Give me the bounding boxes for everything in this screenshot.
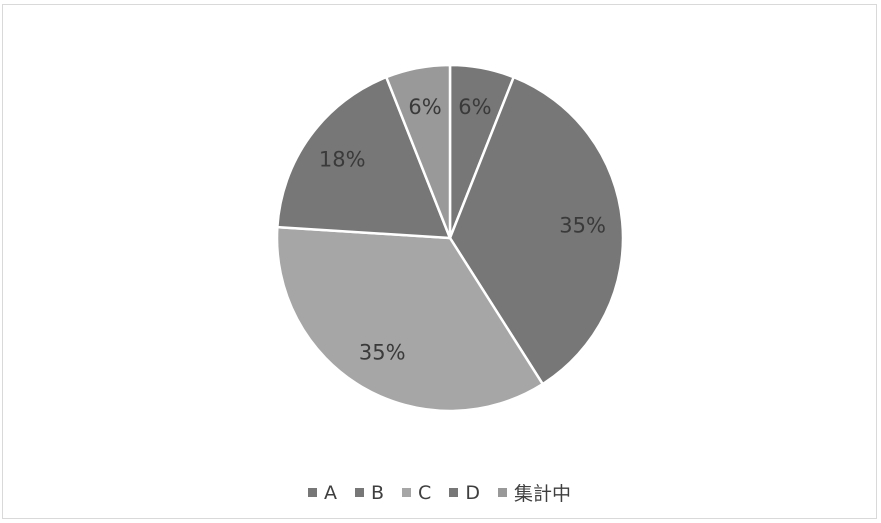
legend-swatch-a (308, 488, 317, 497)
legend-label-d: D (465, 481, 480, 504)
legend-item-b: B (355, 482, 384, 504)
legend: A B C D 集計中 (3, 479, 876, 506)
legend-swatch-pending (497, 488, 507, 497)
legend-label-b: B (371, 481, 385, 504)
legend-swatch-d (449, 488, 459, 497)
pie-chart: 6% 35% 35% 18% 6% (275, 63, 625, 413)
legend-item-a: A (308, 482, 337, 504)
legend-item-c: C (402, 482, 431, 504)
pie-slice-c (275, 225, 544, 413)
pie-slice-b (448, 75, 625, 386)
legend-swatch-b (355, 488, 364, 497)
data-label-pending: 6% (408, 95, 441, 119)
legend-label-pending: 集計中 (513, 483, 571, 505)
data-label-c: 35% (359, 341, 406, 365)
data-label-d: 18% (319, 148, 366, 172)
data-label-a: 6% (458, 95, 491, 119)
pie-slice-pending (385, 63, 452, 240)
legend-item-pending: 集計中 (497, 479, 571, 506)
legend-item-d: D (449, 482, 480, 504)
pie-slice-d (276, 75, 452, 240)
chart-area: 6% 35% 35% 18% 6% A B C D 集計中 (2, 4, 877, 519)
data-label-b: 35% (559, 213, 606, 237)
legend-swatch-c (402, 488, 412, 497)
legend-label-c: C (418, 481, 432, 504)
legend-label-a: A (324, 481, 337, 504)
